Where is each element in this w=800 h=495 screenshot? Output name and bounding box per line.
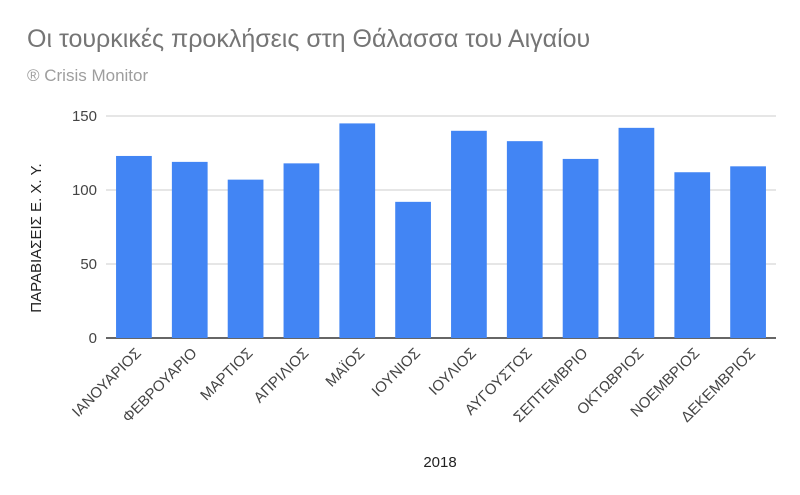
- bar: [395, 201, 431, 338]
- y-tick-label: 50: [80, 256, 97, 273]
- x-tick-label: ΑΠΡΙΛΙΟΣ: [251, 345, 313, 407]
- y-axis-title: ΠΑΡΑΒΙΑΣΕΙΣ Ε. Χ. Υ.: [28, 163, 45, 312]
- bar: [116, 155, 152, 338]
- x-tick-label: ΜΑΪΟΣ: [322, 345, 368, 391]
- x-tick-label: ΙΟΥΛΙΟΣ: [426, 345, 480, 399]
- x-tick-label: ΙΟΥΝΙΟΣ: [369, 345, 424, 400]
- bar: [283, 163, 320, 338]
- bar: [618, 127, 655, 338]
- x-tick-label: ΜΑΡΤΙΟΣ: [197, 345, 256, 404]
- bar: [730, 166, 766, 338]
- bar: [339, 123, 376, 339]
- chart-subtitle: ® Crisis Monitor: [27, 66, 149, 85]
- bar: [171, 161, 208, 338]
- bar: [562, 158, 599, 338]
- bar: [227, 179, 264, 338]
- bar: [674, 172, 711, 338]
- chart-title: Οι τουρκικές προκλήσεις στη Θάλασσα του …: [27, 25, 591, 53]
- y-tick-label: 150: [72, 108, 97, 125]
- bars: [116, 123, 766, 339]
- bar: [506, 141, 543, 338]
- y-tick-label: 0: [89, 330, 97, 347]
- y-tick-label: 100: [72, 182, 97, 199]
- gridlines: [106, 115, 776, 339]
- bar: [451, 130, 487, 338]
- x-axis-title: 2018: [423, 454, 456, 471]
